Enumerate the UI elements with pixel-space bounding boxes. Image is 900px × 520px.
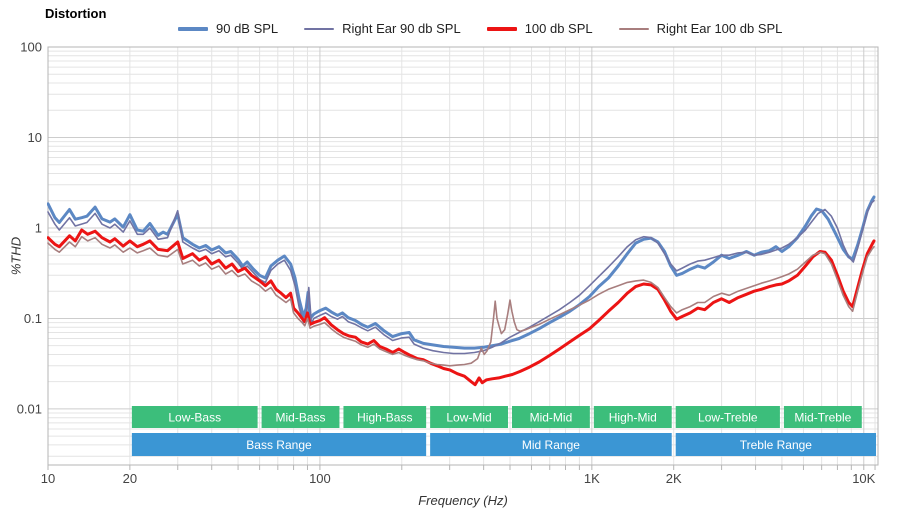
band-mid-bass[interactable]: Mid-Bass [261,406,340,428]
band-bass-range[interactable]: Bass Range [131,433,427,456]
x-tick-label: 2K [666,471,682,486]
band-label: Mid-Mid [530,411,573,425]
series-right-ear-100-db-spl [47,235,875,367]
band-rect[interactable] [783,406,862,428]
band-label: Treble Range [740,438,813,452]
band-mid-treble[interactable]: Mid-Treble [783,406,862,428]
legend-swatch [304,27,335,30]
x-tick-label: 20 [123,471,137,486]
band-low-treble[interactable]: Low-Treble [675,406,780,428]
legend-label: Right Ear 90 db SPL [342,21,461,36]
band-label: Mid Range [522,438,580,452]
band-label: Mid-Treble [794,411,851,425]
x-tick-label: 1K [584,471,600,486]
band-rect[interactable] [261,406,340,428]
series-90-db-spl [47,195,876,350]
band-high-mid[interactable]: High-Mid [593,406,672,428]
band-label: Low-Bass [168,411,221,425]
band-rect[interactable] [430,406,508,428]
band-label: Low-Mid [446,411,491,425]
band-rect[interactable] [675,433,876,456]
band-label: High-Mid [609,411,657,425]
chart-title: Distortion [45,6,107,21]
band-rect[interactable] [675,406,780,428]
y-axis-title: %THD [8,236,24,276]
legend-item-right-ear-90-db-spl[interactable]: Right Ear 90 db SPL [304,21,461,36]
band-label: Low-Treble [698,411,758,425]
legend-item-right-ear-100-db-spl[interactable]: Right Ear 100 db SPL [618,21,783,36]
band-mid-mid[interactable]: Mid-Mid [511,406,590,428]
series-right-ear-90-db-spl [47,199,875,355]
x-axis-title: Frequency (Hz) [418,493,508,508]
band-low-bass[interactable]: Low-Bass [131,406,258,428]
band-rect[interactable] [131,433,427,456]
y-tick-label: 1 [35,220,42,235]
chart-legend: 90 dB SPL Right Ear 90 db SPL 100 db SPL Ri… [178,21,782,36]
band-label: Bass Range [246,438,312,452]
band-high-bass[interactable]: High-Bass [343,406,427,428]
y-tick-label: 100 [20,40,42,55]
legend-item-100-db-spl[interactable]: 100 db SPL [486,21,593,36]
legend-swatch [178,26,208,31]
legend-swatch [486,26,517,31]
band-treble-range[interactable]: Treble Range [675,433,876,456]
legend-label: 90 dB SPL [216,21,279,36]
legend-label: 100 db SPL [524,21,593,36]
y-tick-label: 0.1 [24,311,42,326]
plot-border [47,46,879,466]
band-rect[interactable] [131,406,258,428]
band-rect[interactable] [343,406,427,428]
legend-item-90-db-spl[interactable]: 90 dB SPL [178,21,278,36]
band-mid-range[interactable]: Mid Range [430,433,672,456]
legend-label: Right Ear 100 db SPL [656,21,783,36]
x-tick-label: 10K [852,471,875,486]
y-tick-label: 0.01 [17,401,42,416]
legend-swatch [618,27,649,30]
y-tick-label: 10 [28,130,42,145]
band-rect[interactable] [430,433,672,456]
band-low-mid[interactable]: Low-Mid [430,406,508,428]
band-rect[interactable] [593,406,672,428]
x-tick-label: 100 [309,471,331,486]
band-rect[interactable] [511,406,590,428]
x-tick-label: 10 [41,471,55,486]
band-label: High-Bass [357,411,412,425]
band-label: Mid-Bass [276,411,326,425]
